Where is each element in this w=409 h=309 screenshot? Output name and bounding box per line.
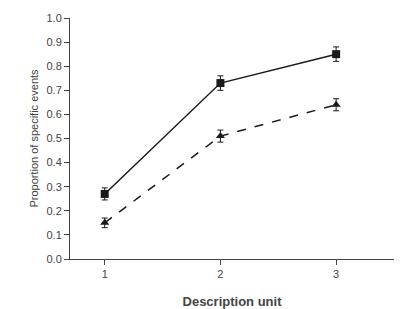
svg-text:0.5: 0.5 xyxy=(47,132,62,144)
svg-text:0.4: 0.4 xyxy=(47,156,62,168)
svg-text:1: 1 xyxy=(102,268,108,280)
svg-text:3: 3 xyxy=(333,268,339,280)
svg-text:0.3: 0.3 xyxy=(47,181,62,193)
svg-text:0.7: 0.7 xyxy=(47,84,62,96)
svg-text:Proportion of specific events: Proportion of specific events xyxy=(28,69,40,208)
svg-text:0.2: 0.2 xyxy=(47,205,62,217)
svg-text:0.9: 0.9 xyxy=(47,36,62,48)
svg-text:0.8: 0.8 xyxy=(47,60,62,72)
svg-text:Description unit: Description unit xyxy=(183,294,283,309)
svg-text:0.1: 0.1 xyxy=(47,229,62,241)
svg-text:0.6: 0.6 xyxy=(47,108,62,120)
svg-text:0.0: 0.0 xyxy=(47,253,62,265)
svg-text:1.0: 1.0 xyxy=(47,12,62,24)
svg-text:2: 2 xyxy=(217,268,223,280)
